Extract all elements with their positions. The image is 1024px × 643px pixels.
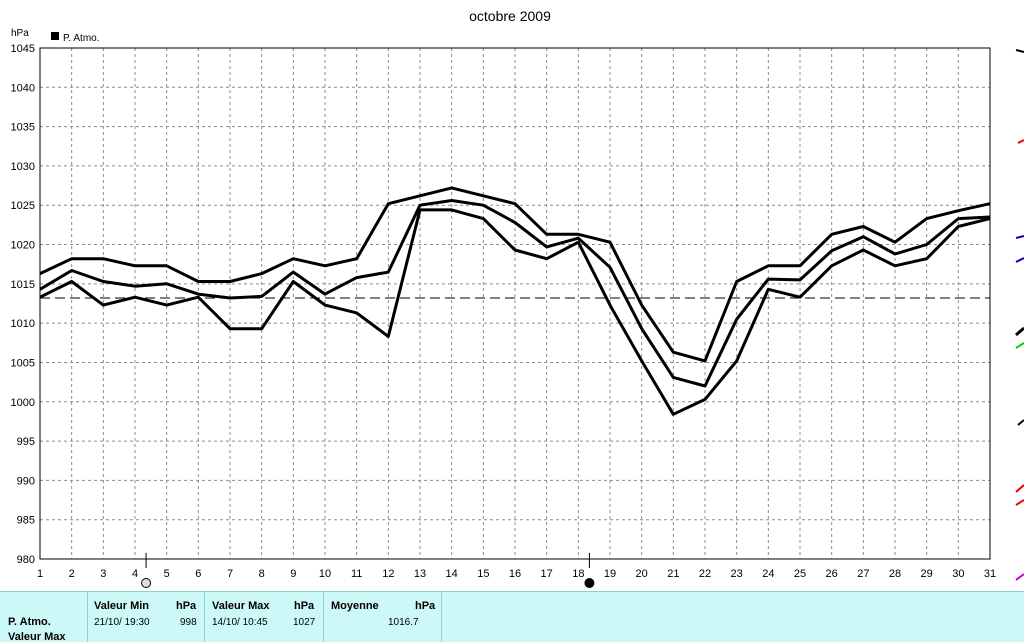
x-tick-label: 18 — [572, 568, 584, 580]
avg-unit: hPa — [415, 600, 436, 612]
x-tick-label: 8 — [259, 568, 265, 580]
y-axis-ticks: 980 985 990 995 1000 1005 1010 1015 1020 1025 1030… — [11, 43, 35, 566]
x-tick-label: 21 — [667, 568, 679, 580]
y-tick-label: 1030 — [11, 161, 35, 173]
sun-icon — [141, 578, 152, 588]
x-tick-label: 19 — [604, 568, 616, 580]
legend-swatch — [51, 32, 59, 40]
y-tick-label: 985 — [17, 515, 35, 527]
summary-max-cell: Valeur Max hPa 14/10/ 10:45 1027 — [205, 592, 324, 642]
avg-value: 1016.7 — [388, 617, 419, 628]
y-tick-label: 1005 — [11, 357, 35, 369]
x-tick-label: 30 — [952, 568, 964, 580]
moon-icon — [584, 578, 595, 588]
summary-avg-cell: Moyenne hPa 1016.7 — [324, 592, 442, 642]
min-date: 21/10/ 19:30 — [94, 617, 150, 628]
summary-panel: P. Atmo. Valeur Max Valeur Min hPa 21/10… — [0, 591, 1024, 643]
x-tick-label: 4 — [132, 568, 138, 580]
x-tick-label: 5 — [164, 568, 170, 580]
x-axis-ticks: 1 2 3 4 5 6 7 8 9 10 11 12 13 14 15 16 17 18 19 20 21 22 23 24 2… — [37, 553, 996, 588]
x-tick-label: 10 — [319, 568, 331, 580]
y-tick-label: 1000 — [11, 397, 35, 409]
y-tick-label: 1040 — [11, 82, 35, 94]
min-header: Valeur Min — [94, 600, 150, 612]
x-tick-label: 2 — [69, 568, 75, 580]
y-tick-label: 980 — [17, 554, 35, 566]
y-tick-label: 995 — [17, 436, 35, 448]
right-edge-fragments — [1015, 49, 1024, 581]
x-tick-label: 26 — [826, 568, 838, 580]
avg-header: Moyenne — [331, 600, 379, 612]
x-tick-label: 27 — [857, 568, 869, 580]
max-header: Valeur Max — [212, 600, 270, 612]
chart: octobre 2009 hPa P. Atmo. 98098599099510… — [11, 8, 1024, 588]
min-value: 998 — [180, 617, 197, 628]
series-line-mean — [39, 199, 991, 388]
max-value: 1027 — [293, 617, 316, 628]
x-tick-label: 1 — [37, 568, 43, 580]
x-tick-label: 20 — [636, 568, 648, 580]
x-tick-label: 25 — [794, 568, 806, 580]
x-tick-label: 14 — [446, 568, 458, 580]
summary-row-label: P. Atmo. — [8, 616, 51, 628]
x-tick-label: 3 — [100, 568, 106, 580]
y-tick-label: 990 — [17, 475, 35, 487]
y-tick-label: 1045 — [11, 43, 35, 55]
x-tick-label: 28 — [889, 568, 901, 580]
summary-row-label-2: Valeur Max — [8, 631, 66, 643]
legend-label[interactable]: P. Atmo. — [63, 33, 100, 44]
y-tick-label: 1010 — [11, 318, 35, 330]
x-tick-label: 23 — [731, 568, 743, 580]
plot-frame — [39, 47, 991, 560]
x-tick-label: 15 — [477, 568, 489, 580]
max-date: 14/10/ 10:45 — [212, 617, 268, 628]
x-tick-label: 12 — [382, 568, 394, 580]
y-tick-label: 1020 — [11, 240, 35, 252]
y-tick-label: 1025 — [11, 200, 35, 212]
chart-title: octobre 2009 — [469, 8, 551, 24]
x-tick-label: 11 — [351, 568, 362, 580]
x-tick-label: 29 — [921, 568, 933, 580]
x-tick-label: 31 — [984, 568, 996, 580]
max-unit: hPa — [294, 600, 315, 612]
x-tick-label: 22 — [699, 568, 711, 580]
min-unit: hPa — [176, 600, 197, 612]
x-tick-label: 9 — [290, 568, 296, 580]
summary-row-label-cell: P. Atmo. Valeur Max — [0, 592, 88, 643]
x-tick-label: 17 — [541, 568, 553, 580]
y-tick-label: 1015 — [11, 279, 35, 291]
series-line-min — [39, 208, 991, 416]
x-tick-label: 6 — [195, 568, 201, 580]
x-tick-label: 7 — [227, 568, 233, 580]
series-lines — [39, 186, 991, 416]
y-axis-unit-label: hPa — [11, 28, 29, 39]
grid-lines — [40, 48, 990, 559]
x-tick-label: 24 — [762, 568, 774, 580]
x-tick-label: 13 — [414, 568, 426, 580]
x-tick-label: 16 — [509, 568, 521, 580]
summary-min-cell: Valeur Min hPa 21/10/ 19:30 998 — [88, 592, 205, 642]
y-tick-label: 1035 — [11, 122, 35, 134]
series-line-max — [39, 186, 991, 363]
